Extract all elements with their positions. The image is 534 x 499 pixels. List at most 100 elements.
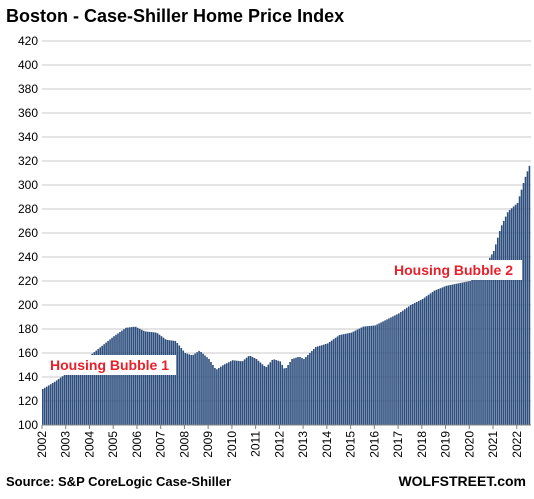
bar <box>447 285 450 425</box>
bar <box>287 365 289 425</box>
x-tick-label: 2015 <box>344 431 358 458</box>
bar <box>160 336 163 425</box>
bar <box>265 366 268 425</box>
bar <box>73 367 76 425</box>
bar <box>316 346 319 425</box>
bar <box>210 362 212 425</box>
bar <box>152 332 155 425</box>
bar <box>378 323 380 425</box>
bar <box>516 203 519 425</box>
bar <box>156 333 159 425</box>
bar <box>487 261 489 425</box>
bar <box>65 373 68 425</box>
bar <box>297 357 299 425</box>
bar <box>461 282 463 425</box>
bar <box>409 305 412 425</box>
x-tick-label: 2010 <box>225 431 239 458</box>
bar <box>305 357 307 425</box>
y-tick-label: 320 <box>18 154 38 168</box>
bar <box>263 366 266 425</box>
bar <box>437 289 440 425</box>
y-tick-label: 260 <box>18 226 38 240</box>
bar <box>247 356 250 425</box>
y-tick-label: 400 <box>18 58 38 72</box>
bar <box>196 352 198 425</box>
bar <box>131 327 133 425</box>
bar <box>415 302 418 425</box>
bar <box>348 333 351 425</box>
bar <box>79 363 82 425</box>
bar <box>178 345 181 425</box>
bar <box>358 328 361 425</box>
bar <box>439 288 442 425</box>
bar <box>220 366 222 425</box>
bar <box>301 358 303 425</box>
bar <box>127 327 129 425</box>
bar <box>320 345 323 425</box>
bar <box>508 210 511 425</box>
bar <box>216 369 218 425</box>
bar <box>524 176 527 425</box>
bar <box>419 300 422 425</box>
annotation-bubble-1-bg <box>45 355 176 375</box>
bar <box>405 307 408 425</box>
bar <box>326 343 329 425</box>
bar <box>275 360 278 425</box>
y-tick-label: 220 <box>18 274 38 288</box>
bar <box>307 355 309 425</box>
bar <box>435 289 438 425</box>
bar <box>493 251 495 425</box>
bar <box>483 268 485 425</box>
bar <box>384 320 386 425</box>
bar <box>512 206 515 425</box>
bar <box>67 372 70 425</box>
bar <box>53 381 56 425</box>
bar <box>362 326 365 425</box>
bar <box>473 277 475 425</box>
bar <box>404 309 406 425</box>
annotation-bubble-1: Housing Bubble 1 <box>45 355 176 375</box>
bar <box>443 286 446 425</box>
bar <box>366 326 369 425</box>
bar <box>77 365 80 425</box>
y-tick-label: 240 <box>18 250 38 264</box>
bar <box>293 358 295 425</box>
bar <box>42 389 44 425</box>
bar <box>332 339 335 425</box>
bar <box>136 327 139 425</box>
bar <box>51 383 54 425</box>
bar <box>148 331 151 425</box>
bar <box>253 358 256 425</box>
bar <box>241 361 244 425</box>
grid-lines <box>42 40 531 402</box>
bar <box>309 353 311 425</box>
bar <box>235 360 238 425</box>
bar <box>506 212 509 425</box>
bar <box>526 171 529 425</box>
source-text: Source: S&P CoreLogic Case-Shiller <box>6 474 231 489</box>
bar <box>510 208 513 425</box>
bar <box>311 351 313 425</box>
bar <box>107 341 109 425</box>
bar <box>186 353 189 425</box>
bar <box>144 331 147 425</box>
bar <box>154 332 157 425</box>
bar <box>285 368 287 425</box>
bar <box>451 284 454 425</box>
bar <box>202 353 204 425</box>
x-tick-label: 2017 <box>391 431 405 458</box>
bar <box>273 359 276 425</box>
bar <box>81 361 84 425</box>
bar <box>350 332 353 425</box>
x-tick-label: 2012 <box>272 431 286 458</box>
bar <box>479 273 481 425</box>
bar <box>364 326 367 425</box>
bar <box>429 293 432 425</box>
bar <box>514 204 517 425</box>
bar <box>206 357 208 425</box>
bar <box>146 331 149 425</box>
bar <box>237 360 240 425</box>
bar <box>212 365 214 425</box>
y-tick-label: 340 <box>18 130 38 144</box>
